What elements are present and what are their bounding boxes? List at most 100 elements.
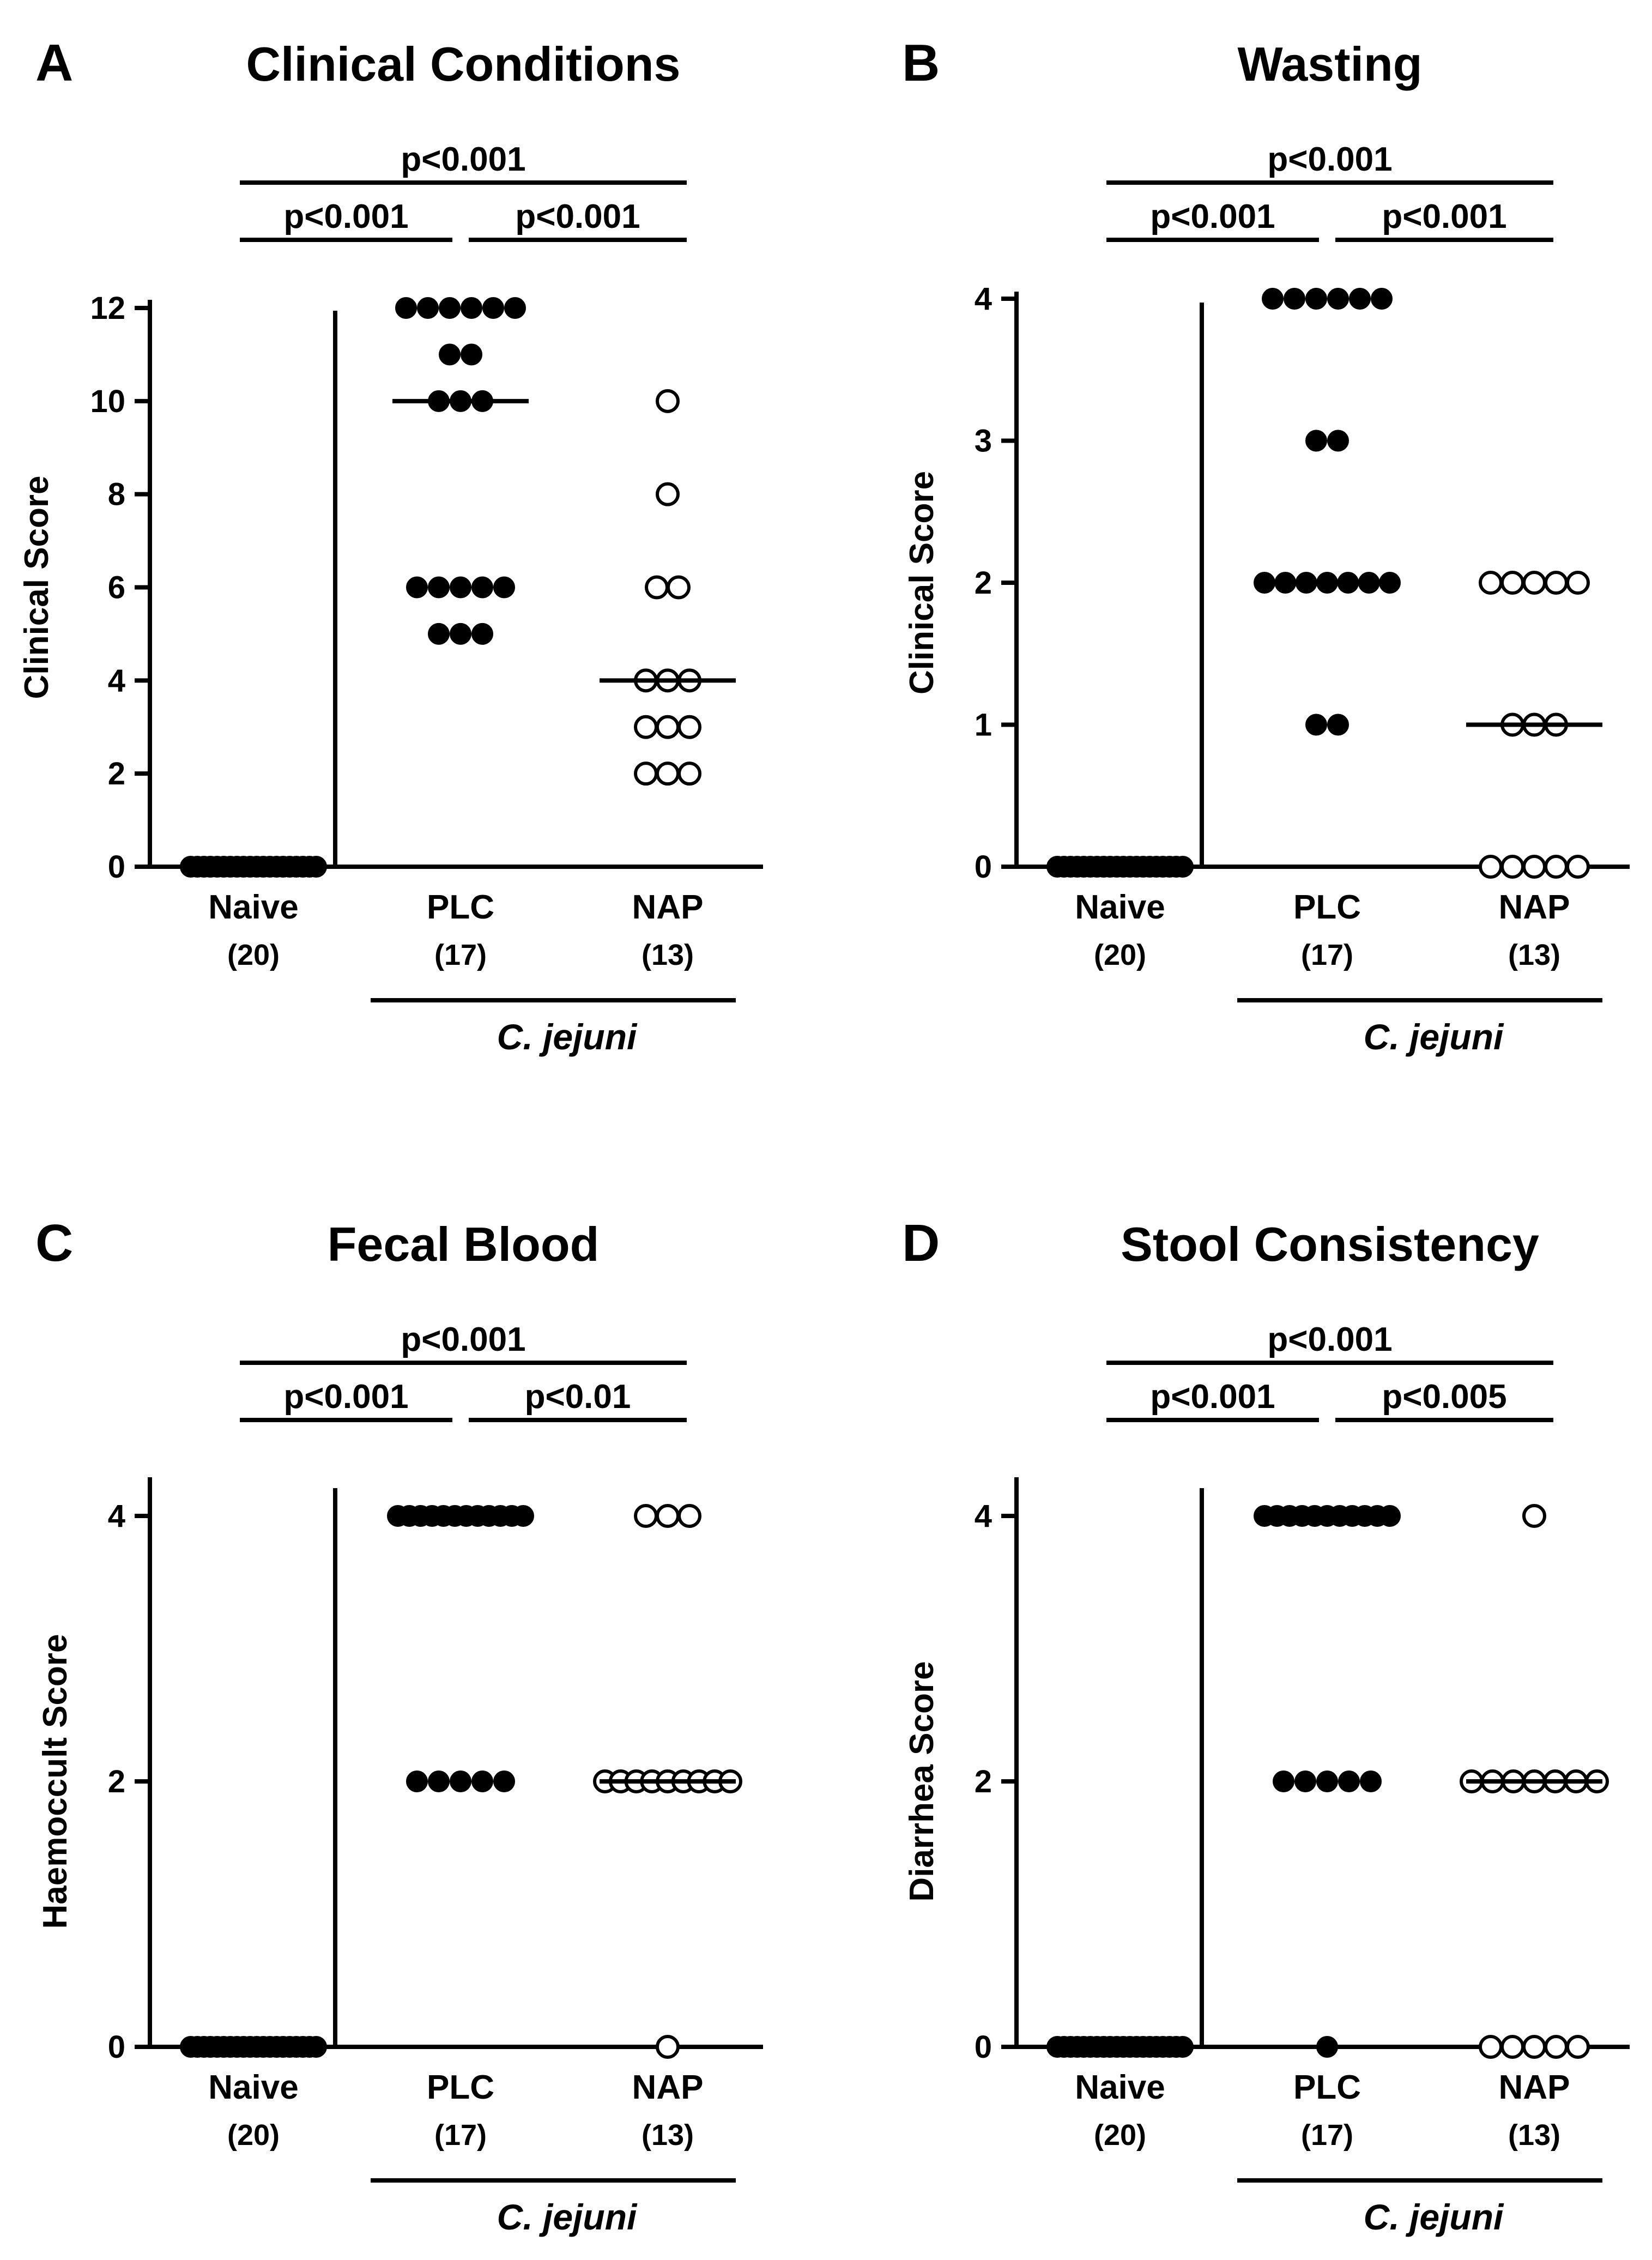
significance-label: p<0.001 bbox=[401, 141, 525, 178]
data-point-plc bbox=[406, 1770, 428, 1792]
data-point-nap bbox=[1500, 2035, 1524, 2059]
data-point-nap bbox=[656, 715, 680, 739]
y-tick-label: 3 bbox=[975, 424, 992, 459]
data-point-plc bbox=[1327, 430, 1349, 452]
group-n-label: (17) bbox=[1301, 939, 1353, 971]
data-point-nap bbox=[667, 575, 691, 600]
group-n-label: (20) bbox=[227, 2119, 280, 2152]
y-tick-label: 0 bbox=[108, 849, 125, 885]
data-point-plc bbox=[461, 297, 482, 319]
data-point-plc bbox=[471, 623, 493, 645]
significance-label: p<0.001 bbox=[1150, 1378, 1275, 1416]
y-tick-label: 10 bbox=[90, 384, 125, 419]
data-point-plc bbox=[1327, 714, 1349, 736]
data-point-nap bbox=[1500, 855, 1524, 879]
data-point-nap bbox=[1479, 571, 1503, 595]
group-n-label: (13) bbox=[1508, 939, 1560, 971]
group-label: NAP bbox=[632, 889, 704, 926]
data-point-nap bbox=[1544, 571, 1568, 595]
data-point-plc bbox=[461, 343, 482, 366]
data-point-nap bbox=[645, 575, 669, 600]
data-point-plc bbox=[450, 1770, 471, 1792]
data-point-nap bbox=[1544, 855, 1568, 879]
group-n-label: (13) bbox=[1508, 2119, 1560, 2152]
data-point-plc bbox=[428, 623, 450, 645]
data-point-plc bbox=[428, 1770, 450, 1792]
data-point-nap bbox=[1566, 855, 1590, 879]
panel-title: Clinical Conditions bbox=[246, 37, 681, 91]
group-label: NAP bbox=[1499, 2069, 1570, 2106]
significance-label: p<0.001 bbox=[1382, 198, 1506, 235]
data-point-plc bbox=[439, 343, 461, 366]
y-tick-label: 0 bbox=[975, 849, 992, 885]
y-tick-label: 4 bbox=[108, 1498, 125, 1534]
data-point-plc bbox=[450, 576, 471, 599]
y-tick-label: 2 bbox=[975, 1764, 992, 1799]
y-tick-label: 0 bbox=[108, 2029, 125, 2065]
data-point-nap bbox=[634, 715, 658, 739]
y-tick-label: 2 bbox=[108, 1764, 125, 1799]
y-tick-label: 2 bbox=[108, 756, 125, 791]
data-point-nap bbox=[677, 762, 701, 786]
y-tick-label: 12 bbox=[90, 291, 125, 326]
data-point-nap bbox=[1479, 2035, 1503, 2059]
data-point-nap bbox=[634, 1504, 658, 1528]
significance-label: p<0.001 bbox=[283, 1378, 408, 1416]
group-label: Naive bbox=[1075, 889, 1165, 926]
data-point-plc bbox=[1371, 288, 1393, 310]
group-n-label: (17) bbox=[434, 2119, 487, 2152]
data-point-plc bbox=[493, 576, 515, 599]
data-point-nap bbox=[1522, 855, 1546, 879]
significance-label: p<0.001 bbox=[401, 1321, 525, 1358]
species-label: C. jejuni bbox=[497, 2197, 638, 2237]
y-tick-label: 1 bbox=[975, 708, 992, 743]
data-point-plc bbox=[1305, 714, 1327, 736]
panel-letter: A bbox=[35, 34, 73, 92]
data-point-nap bbox=[1522, 2035, 1546, 2059]
data-point-nap bbox=[1566, 571, 1590, 595]
y-axis-label: Diarrhea Score bbox=[903, 1661, 941, 1901]
species-label: C. jejuni bbox=[1364, 2197, 1504, 2237]
data-point-plc bbox=[1273, 1770, 1294, 1792]
panel-title: Fecal Blood bbox=[328, 1217, 600, 1271]
significance-label: p<0.001 bbox=[1267, 1321, 1392, 1358]
data-point-plc bbox=[1262, 288, 1284, 310]
data-point-nap bbox=[677, 715, 701, 739]
group-label: PLC bbox=[1293, 2069, 1361, 2106]
data-point-plc bbox=[1338, 1770, 1360, 1792]
y-tick-label: 4 bbox=[975, 281, 992, 317]
y-tick-label: 2 bbox=[975, 565, 992, 601]
significance-label: p<0.001 bbox=[515, 198, 640, 235]
y-axis-label: Clinical Score bbox=[903, 471, 941, 694]
data-point-plc bbox=[428, 576, 450, 599]
group-n-label: (20) bbox=[227, 939, 280, 971]
data-point-plc bbox=[1305, 430, 1327, 452]
group-label: Naive bbox=[208, 2069, 298, 2106]
data-point-nap bbox=[656, 389, 680, 413]
y-tick-label: 4 bbox=[108, 663, 125, 698]
data-point-nap bbox=[677, 1504, 701, 1528]
data-point-plc bbox=[1327, 288, 1349, 310]
data-point-nap bbox=[1479, 855, 1503, 879]
panel-title: Wasting bbox=[1238, 37, 1423, 91]
panel-d: D Stool Consistency p<0.001 p<0.001 p<0.005 0… bbox=[902, 1214, 1630, 2237]
data-point-plc bbox=[1305, 288, 1327, 310]
data-point-plc bbox=[493, 1770, 515, 1792]
significance-label: p<0.001 bbox=[1150, 198, 1275, 235]
data-point-plc bbox=[406, 576, 428, 599]
data-point-plc bbox=[1284, 288, 1305, 310]
significance-label: p<0.005 bbox=[1382, 1378, 1506, 1416]
data-point-plc bbox=[1360, 1770, 1382, 1792]
significance-label: p<0.001 bbox=[1267, 141, 1392, 178]
data-point-plc bbox=[504, 297, 526, 319]
y-tick-label: 4 bbox=[975, 1498, 992, 1534]
data-point-nap bbox=[656, 2035, 680, 2059]
data-point-plc bbox=[482, 297, 504, 319]
data-point-nap bbox=[656, 1504, 680, 1528]
group-n-label: (13) bbox=[642, 2119, 694, 2152]
group-n-label: (17) bbox=[434, 939, 487, 971]
y-axis-label: Clinical Score bbox=[18, 475, 56, 699]
group-label: NAP bbox=[1499, 889, 1570, 926]
group-n-label: (13) bbox=[642, 939, 694, 971]
